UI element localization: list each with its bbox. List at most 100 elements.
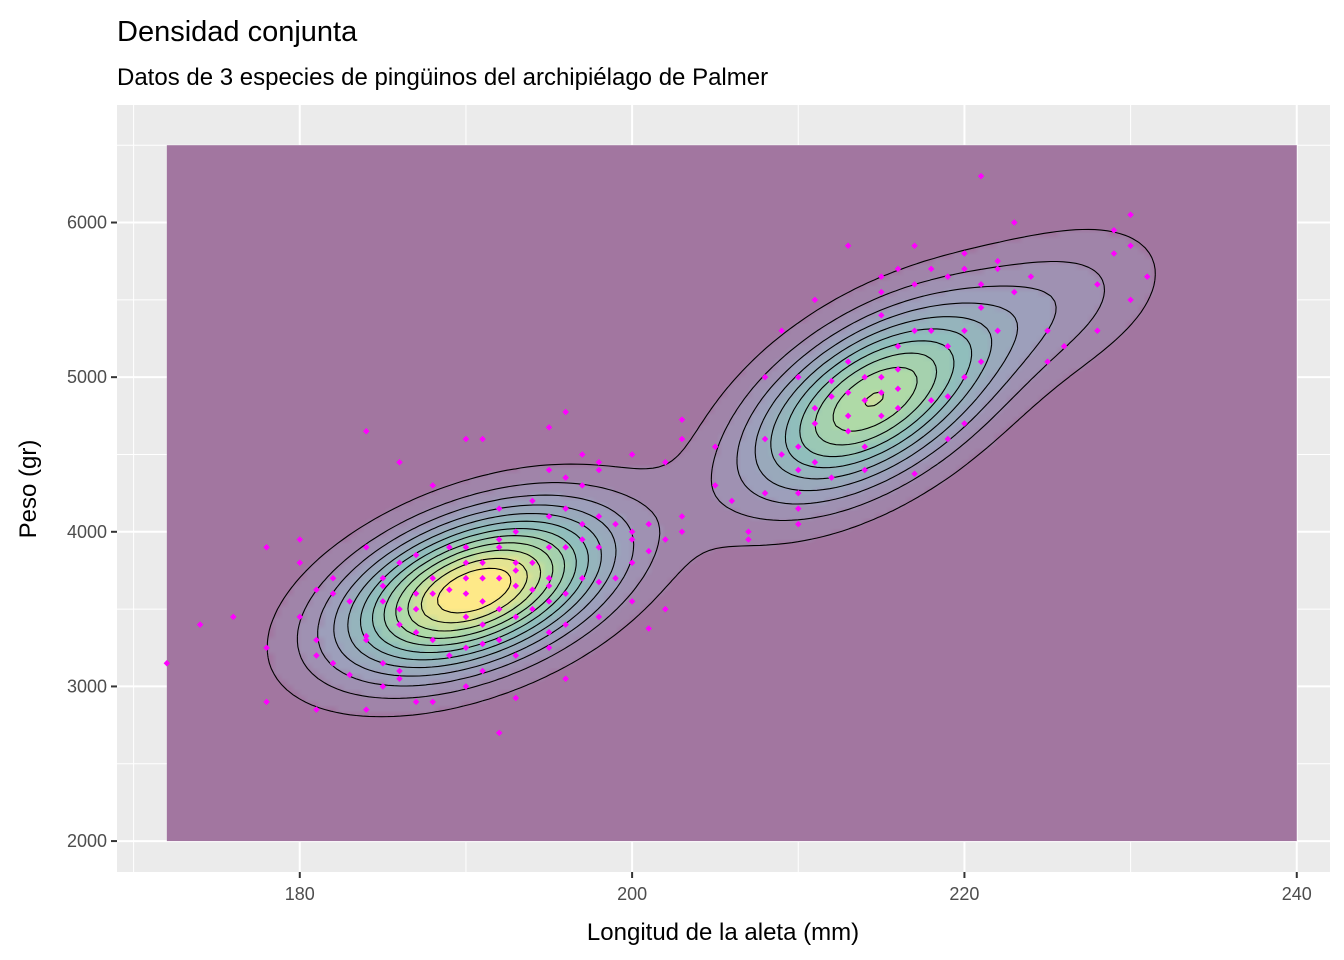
data-point — [329, 659, 337, 667]
data-point — [977, 358, 985, 365]
data-point — [313, 636, 320, 644]
data-point — [495, 574, 503, 582]
data-point — [495, 636, 503, 644]
data-point — [429, 698, 436, 706]
data-point — [545, 582, 553, 590]
data-point — [828, 474, 835, 481]
data-point — [379, 683, 387, 690]
data-point — [545, 466, 553, 474]
data-point — [545, 544, 553, 551]
data-point — [628, 451, 636, 458]
data-point — [795, 520, 802, 528]
data-point — [446, 544, 453, 551]
data-point — [711, 482, 719, 489]
data-point — [595, 544, 603, 551]
data-point — [362, 706, 370, 713]
chart-title: Densidad conjunta — [117, 16, 358, 48]
data-point — [778, 327, 785, 335]
data-point — [362, 636, 370, 644]
data-point — [412, 698, 420, 706]
data-point — [263, 644, 270, 652]
data-point — [828, 377, 835, 385]
data-point — [313, 586, 320, 594]
data-point — [878, 288, 885, 296]
data-point — [645, 520, 652, 528]
data-point — [429, 482, 436, 489]
data-point — [795, 443, 802, 451]
data-point — [662, 458, 669, 466]
y-tick-label: 2000 — [67, 831, 107, 851]
contour-line — [420, 557, 528, 624]
data-point — [977, 281, 985, 288]
data-point — [628, 559, 636, 566]
data-point — [429, 590, 436, 597]
data-point — [678, 416, 686, 423]
data-point — [429, 636, 436, 644]
data-point — [163, 659, 171, 667]
data-point — [961, 327, 968, 335]
data-point — [944, 393, 952, 400]
contour-line — [266, 228, 1156, 718]
data-point — [961, 265, 968, 273]
data-point — [545, 629, 553, 636]
data-point — [429, 574, 436, 582]
data-point — [944, 435, 952, 443]
data-point — [462, 435, 470, 443]
data-points — [163, 172, 1151, 737]
y-tick-label: 5000 — [67, 367, 107, 387]
data-point — [844, 242, 852, 249]
data-point — [927, 397, 935, 404]
data-point — [495, 505, 503, 512]
data-point — [861, 373, 868, 381]
data-point — [595, 513, 603, 520]
data-point — [795, 505, 802, 512]
data-point — [977, 304, 985, 311]
data-point — [396, 621, 403, 628]
data-point — [1011, 288, 1018, 296]
y-tick-label: 6000 — [67, 213, 107, 233]
data-point — [412, 551, 420, 559]
contour-line — [333, 302, 1019, 677]
data-point — [529, 497, 536, 505]
data-point — [977, 172, 985, 180]
data-point — [479, 621, 486, 628]
data-point — [396, 559, 403, 566]
data-point — [545, 574, 553, 582]
data-point — [711, 443, 719, 451]
chart-subtitle: Datos de 3 especies de pingüinos del arc… — [117, 64, 768, 91]
data-point — [412, 590, 420, 597]
x-axis-title: Longitud de la aleta (mm) — [587, 919, 859, 946]
data-point — [828, 393, 835, 400]
data-point — [994, 265, 1001, 273]
data-point — [495, 536, 503, 543]
data-point — [595, 458, 603, 466]
data-point — [329, 574, 337, 582]
data-point — [844, 358, 852, 365]
data-point — [662, 536, 669, 543]
data-point — [462, 544, 470, 551]
data-point — [562, 505, 569, 512]
data-point — [894, 366, 902, 373]
data-point — [545, 424, 553, 431]
data-point — [512, 528, 520, 536]
data-point — [811, 404, 819, 412]
data-point — [894, 404, 902, 412]
data-point — [495, 729, 503, 737]
data-point — [512, 694, 520, 702]
data-point — [878, 412, 885, 420]
data-point — [579, 451, 586, 458]
contour-lines — [266, 228, 1156, 718]
data-point — [263, 698, 270, 706]
data-point — [579, 536, 586, 543]
data-point — [263, 544, 270, 551]
data-point — [595, 578, 603, 586]
data-point — [878, 273, 885, 280]
data-point — [811, 420, 819, 427]
data-point — [446, 586, 453, 594]
contour-line — [296, 260, 1106, 699]
data-point — [844, 389, 852, 396]
data-point — [911, 242, 918, 249]
data-point — [961, 250, 968, 257]
data-point — [495, 544, 503, 551]
